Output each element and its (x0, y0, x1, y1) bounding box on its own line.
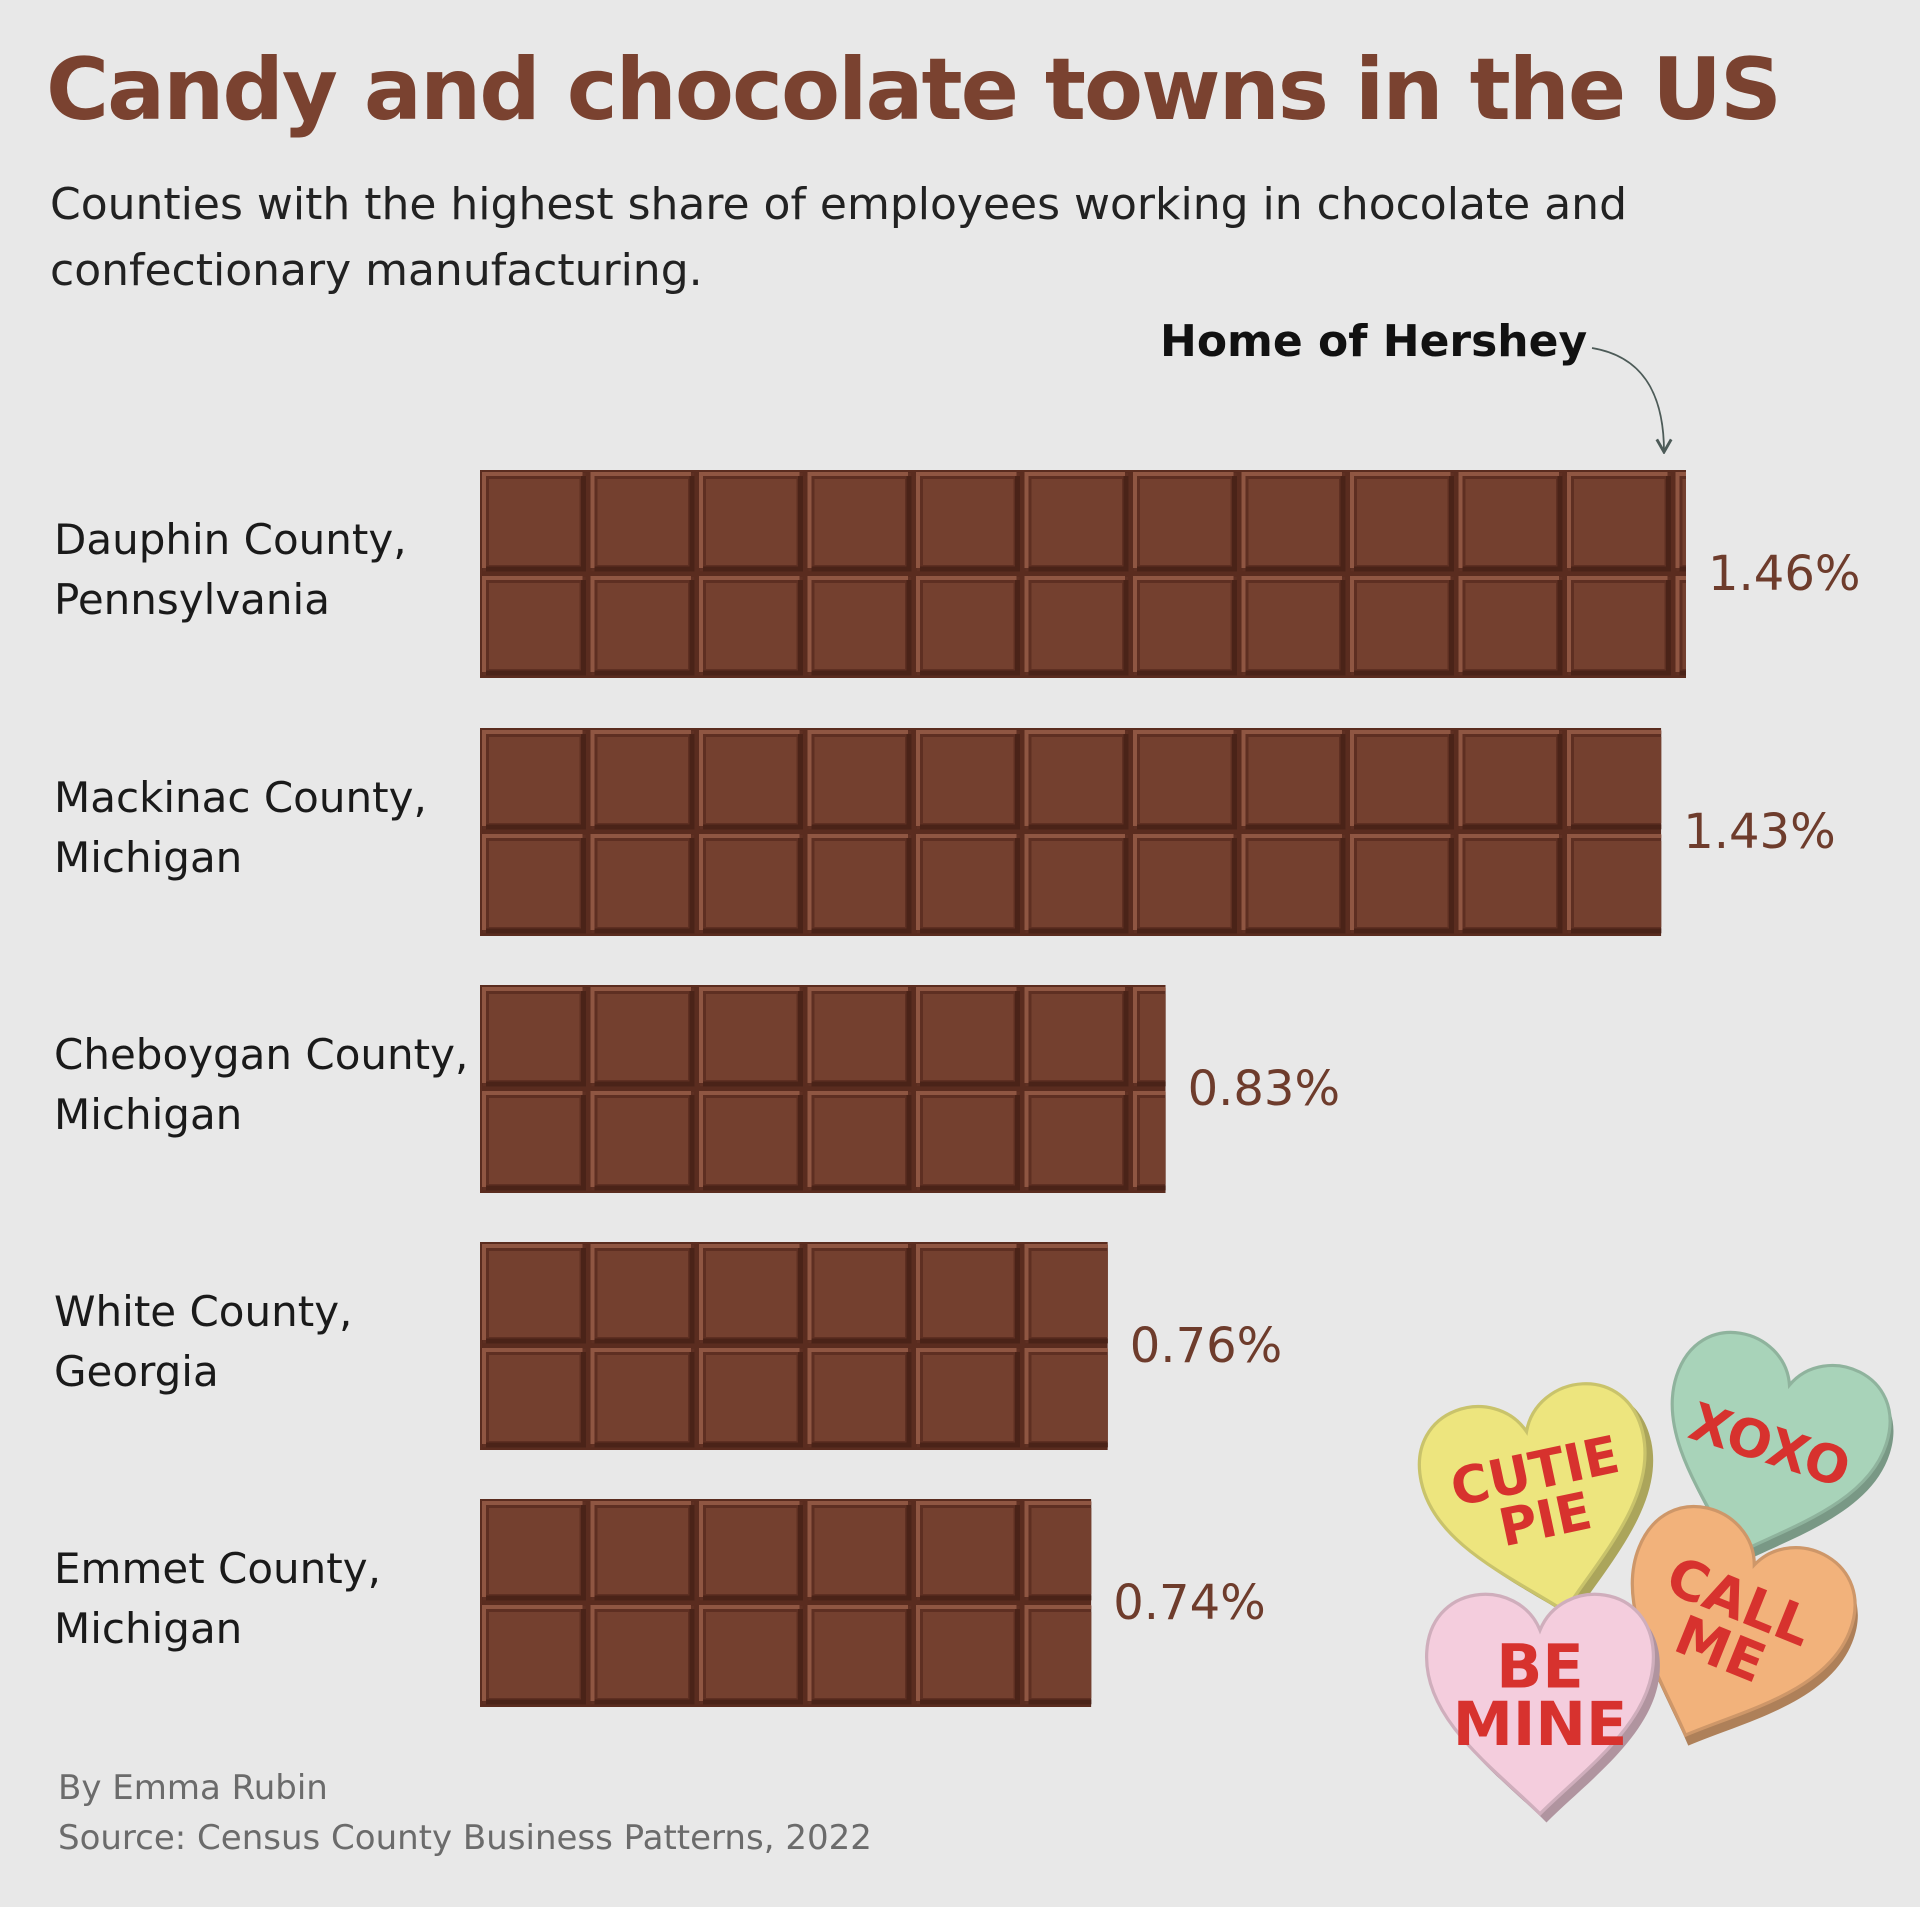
chocolate-bar-1 (480, 470, 1686, 678)
candy-heart-icon: CALLME (1630, 1505, 1858, 1746)
value-label: 0.83% (1188, 1061, 1340, 1117)
chocolate-bar-5 (480, 1499, 1092, 1707)
candy-heart-icon: BE MINE (1424, 1592, 1660, 1823)
category-label: Cheboygan County, Michigan (54, 1030, 468, 1139)
chocolate-bar-2 (480, 728, 1662, 936)
chocolate-bar-3 (480, 985, 1166, 1193)
value-label: 0.74% (1113, 1575, 1265, 1631)
chocolate-bar-4 (480, 1242, 1108, 1450)
category-label: Emmet County, Michigan (54, 1544, 381, 1653)
byline: By Emma Rubin (58, 1768, 328, 1808)
value-label: 0.76% (1130, 1318, 1282, 1374)
candy-heart-text: BE MINE (1453, 1632, 1628, 1759)
annotation-label: Home of Hershey (1160, 316, 1588, 367)
value-label: 1.46% (1708, 546, 1860, 602)
candy-heart-icon: XOXO (1670, 1331, 1894, 1565)
value-label: 1.43% (1683, 804, 1835, 860)
chart-title: Candy and chocolate towns in the US (46, 40, 1782, 140)
category-label: White County, Georgia (54, 1287, 352, 1396)
annotation-arrow (1591, 347, 1664, 452)
source-note: Source: Census County Business Patterns,… (58, 1818, 872, 1858)
chart-subtitle: Counties with the highest share of emplo… (50, 179, 1627, 296)
category-label: Mackinac County, Michigan (54, 773, 427, 882)
category-label: Dauphin County, Pennsylvania (54, 515, 407, 624)
candy-heart-icon: CUTIEPIE (1417, 1382, 1653, 1619)
